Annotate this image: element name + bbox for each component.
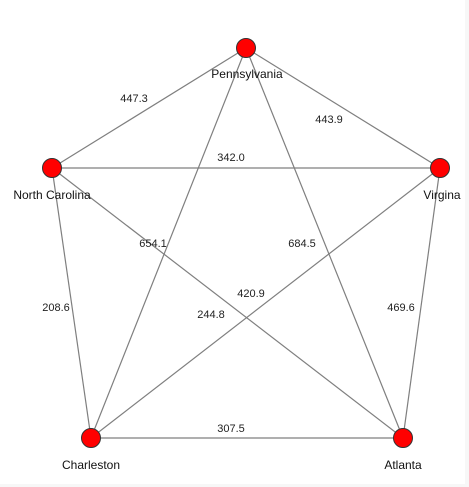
edge-labels-layer: 447.3 443.9 342.0 654.1 684.5 420.9 244.8 208.6…: [42, 93, 415, 435]
nodes-layer: [42, 38, 450, 448]
node-at: [393, 428, 413, 448]
edge-weight-label-nc-at: 244.8: [197, 309, 225, 321]
edge-nc-ch: [51, 167, 92, 439]
node-ch: [81, 428, 101, 448]
edge-weight-label-nc-ch: 208.6: [42, 302, 70, 314]
node-pa: [236, 38, 256, 58]
node-label-nc: North Carolina: [13, 188, 91, 202]
edge-weight-label-pa-nc: 447.3: [120, 93, 148, 105]
node-label-pa: Pennsylvania: [211, 67, 283, 81]
edge-pa-nc: [51, 47, 247, 169]
edge-pa-ch: [90, 47, 247, 439]
edge-weight-label-pa-at: 684.5: [288, 238, 316, 250]
edge-weight-label-pa-ch: 654.1: [139, 238, 167, 250]
edge-pa-va: [245, 47, 441, 169]
node-label-at: Atlanta: [384, 458, 422, 472]
node-va: [430, 158, 450, 178]
edge-weight-label-va-ch: 420.9: [237, 288, 265, 300]
node-label-va: Virgina: [423, 188, 460, 202]
edge-weight-label-va-at: 469.6: [387, 302, 415, 314]
node-labels-layer: Pennsylvania North Carolina Virgina Charles…: [13, 67, 461, 472]
node-nc: [42, 158, 62, 178]
edge-weight-label-pa-va: 443.9: [315, 114, 343, 126]
edge-pa-at: [245, 47, 404, 439]
node-label-ch: Charleston: [62, 458, 120, 472]
edge-weight-label-nc-va: 342.0: [217, 152, 245, 164]
edge-va-at: [402, 167, 441, 439]
edge-nc-at: [51, 167, 404, 439]
edge-weight-label-ch-at: 307.5: [217, 423, 245, 435]
edge-va-ch: [90, 167, 441, 439]
edges-layer: [51, 47, 441, 439]
